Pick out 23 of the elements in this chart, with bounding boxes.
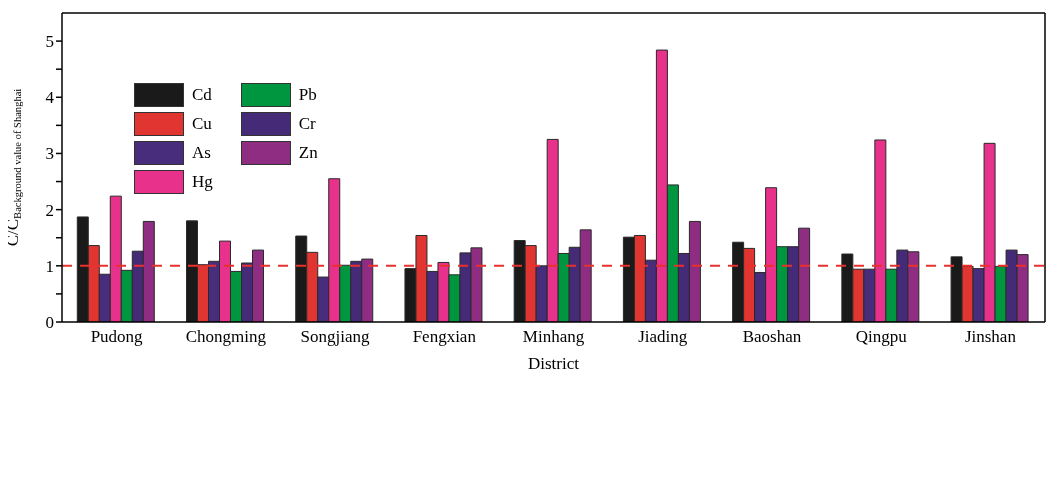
x-tick-label: Qingpu xyxy=(855,327,908,347)
x-tick-label: Jiading xyxy=(638,327,688,347)
y-tick-label: 4 xyxy=(45,88,55,108)
legend-label: Pb xyxy=(298,84,317,105)
legend-label: Cr xyxy=(298,113,316,134)
y-tick-label: 3 xyxy=(45,144,54,164)
x-tick-label: Songjiang xyxy=(300,327,371,347)
x-tick-label: Fengxian xyxy=(412,327,477,347)
y-tick-label: 1 xyxy=(45,256,54,276)
x-tick-label: Minhang xyxy=(522,327,585,347)
x-tick-label: Baoshan xyxy=(742,327,802,347)
x-tick-label: Chongming xyxy=(185,327,267,347)
y-tick-label: 2 xyxy=(45,200,54,220)
legend-label: Hg xyxy=(192,171,213,192)
x-tick-label: Jinshan xyxy=(964,327,1017,347)
legend-label: As xyxy=(192,142,211,163)
y-tick-label: 0 xyxy=(45,313,54,333)
x-tick-label: Pudong xyxy=(90,327,144,347)
legend-label: Cd xyxy=(192,84,212,105)
y-tick-label: 5 xyxy=(45,32,54,52)
legend-label: Zn xyxy=(298,142,318,163)
x-axis-title: District xyxy=(528,354,580,373)
legend-label: Cu xyxy=(192,113,212,134)
